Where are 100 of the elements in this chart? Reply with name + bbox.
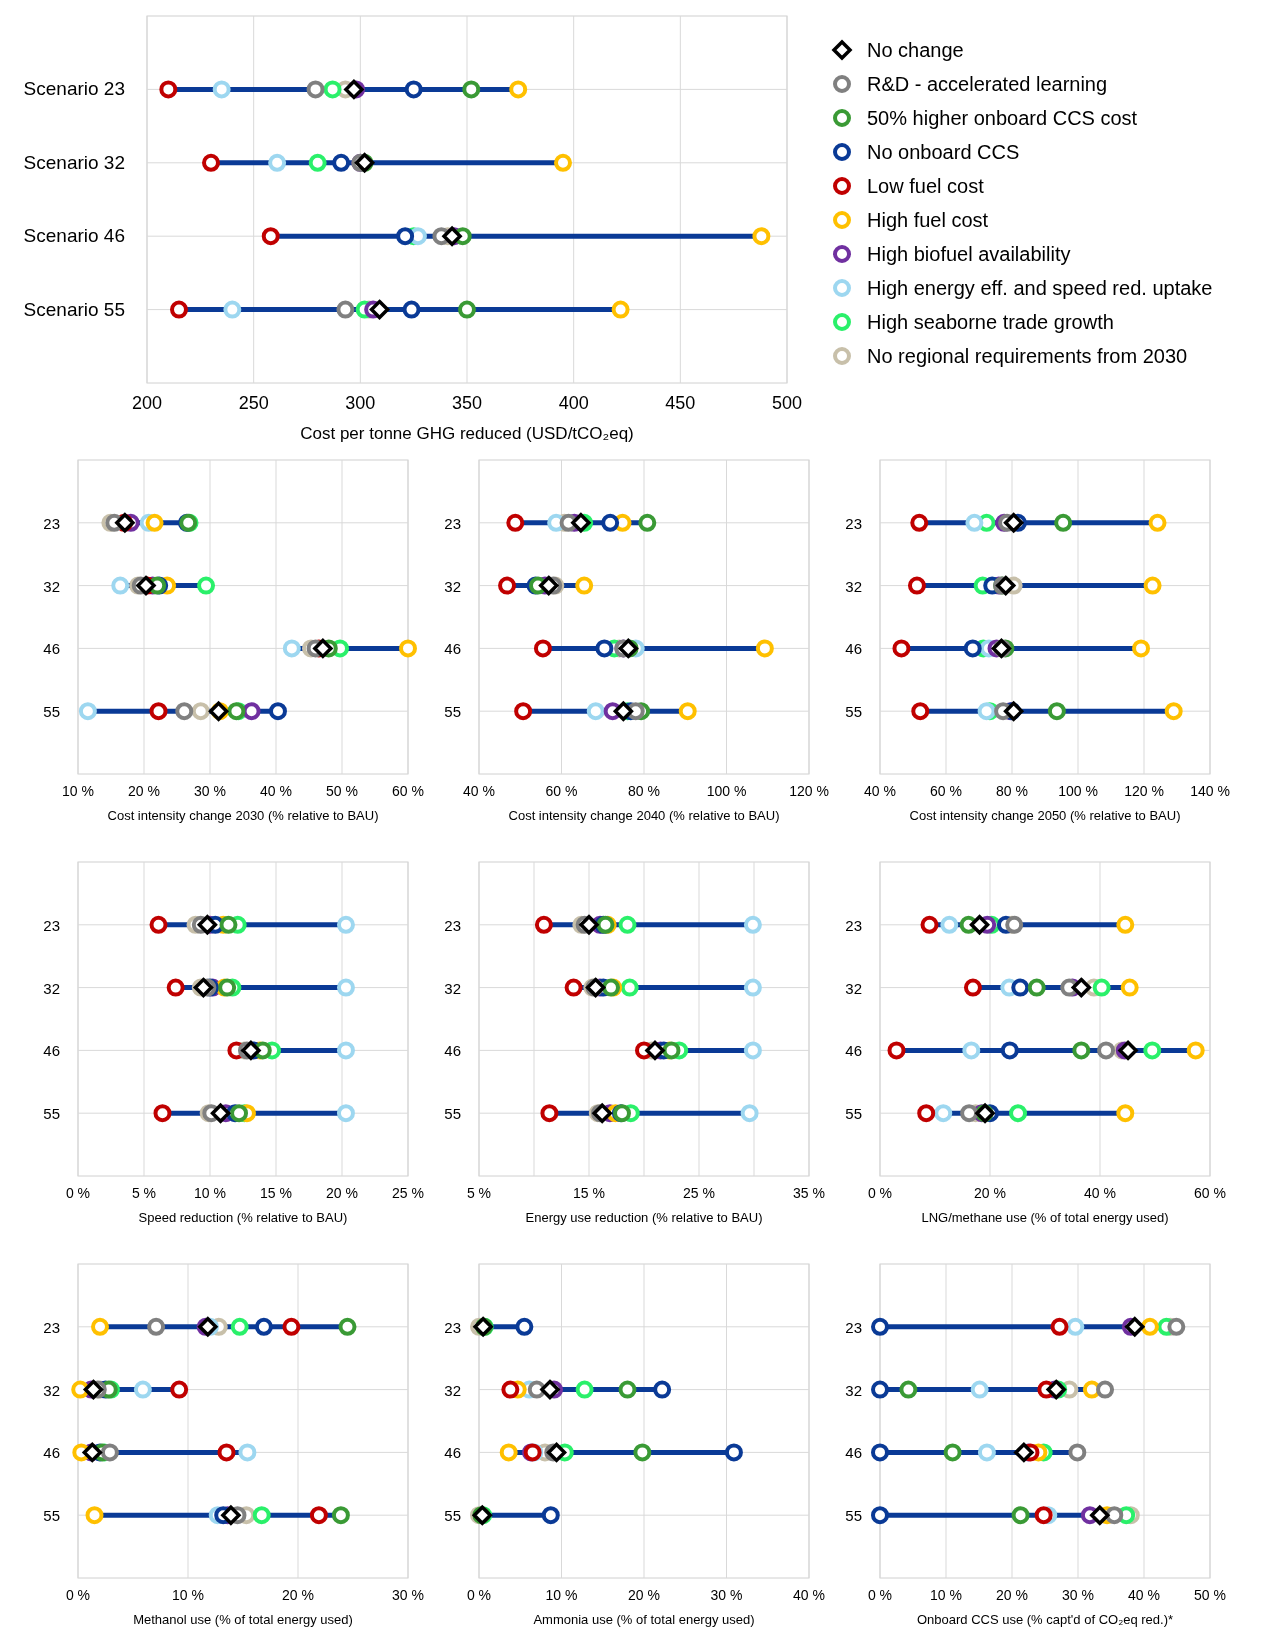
y-tick-label: 23 [43,1318,60,1336]
x-tick-label: 250 [238,393,269,413]
y-tick-label: 46 [845,1042,862,1060]
y-tick-label: 55 [43,703,60,721]
x-tick-label: 0 % [867,1185,893,1201]
x-tick-label: 25 % [683,1185,715,1201]
x-axis-title: Cost per tonne GHG reduced (USD/tCO₂eq) [300,424,634,443]
y-tick-label: 32 [43,979,60,997]
y-tick-label: 55 [444,1105,461,1123]
y-tick-label: 32 [845,979,862,997]
x-tick-label: 5 % [466,1185,492,1201]
x-tick-label: 100 % [1058,783,1098,799]
y-tick-label: Scenario 32 [23,151,125,173]
x-axis-title: Methanol use (% of total energy used) [133,1612,353,1627]
y-tick-label: 32 [444,577,461,595]
x-tick-label: 200 [131,393,163,413]
legend-label: No regional requirements from 2030 [867,345,1188,367]
y-tick-label: 32 [444,979,461,997]
x-tick-label: 450 [665,393,696,413]
x-tick-label: 20 % [326,1185,358,1201]
legend-label: 50% higher onboard CCS cost [867,107,1138,129]
x-axis-title: Cost intensity change 2030 (% relative to BAU) [107,808,379,823]
x-axis-title: Cost intensity change 2040 (% relative to BAU) [508,808,780,823]
x-tick-label: 50 % [1194,1587,1226,1603]
y-tick-label: 55 [43,1507,60,1525]
x-tick-label: 120 % [789,783,829,799]
x-axis-title: Speed reduction (% relative to BAU) [138,1210,348,1225]
y-tick-label: 55 [845,703,862,721]
x-tick-label: 20 % [996,1587,1028,1603]
y-tick-label: Scenario 46 [23,225,125,247]
x-tick-label: 10 % [194,1185,226,1201]
y-tick-label: 23 [444,1318,461,1336]
legend-label: No onboard CCS [867,141,1020,163]
y-tick-label: 46 [444,640,461,658]
legend-label: High seaborne trade growth [867,311,1114,333]
y-tick-label: 55 [444,1507,461,1525]
x-tick-label: 40 % [1128,1587,1160,1603]
y-tick-label: 23 [43,916,60,934]
x-tick-label: 50 % [326,783,358,799]
y-tick-label: 32 [845,577,862,595]
x-tick-label: 10 % [62,783,94,799]
x-tick-label: 20 % [628,1587,660,1603]
x-tick-label: 10 % [930,1587,962,1603]
x-tick-label: 40 % [1084,1185,1116,1201]
y-tick-label: 23 [845,514,862,532]
y-tick-label: 46 [444,1444,461,1462]
y-tick-label: 46 [43,1444,60,1462]
y-tick-label: 23 [444,514,461,532]
x-tick-label: 0 % [65,1185,91,1201]
x-tick-label: 300 [345,393,376,413]
x-tick-label: 40 % [463,783,495,799]
x-tick-label: 30 % [392,1587,424,1603]
x-tick-label: 0 % [466,1587,492,1603]
x-tick-label: 80 % [996,783,1028,799]
y-tick-label: 32 [845,1381,862,1399]
y-tick-label: Scenario 23 [23,78,125,100]
x-tick-label: 60 % [545,783,578,799]
x-tick-label: 10 % [172,1587,204,1603]
x-axis-title: Ammonia use (% of total energy used) [533,1612,755,1627]
x-axis-title: Onboard CCS use (% capt'd of CO₂eq red.)* [916,1612,1174,1627]
x-tick-label: 350 [451,393,483,413]
x-tick-label: 400 [558,393,589,413]
x-tick-label: 80 % [628,783,660,799]
legend-label: High energy eff. and speed red. uptake [867,277,1213,299]
x-axis-title: Cost intensity change 2050 (% relative to BAU) [909,808,1181,823]
legend-label: High biofuel availability [867,243,1071,265]
y-tick-label: 46 [444,1042,461,1060]
y-tick-label: 32 [444,1381,461,1399]
y-tick-label: 23 [845,1318,862,1336]
legend-label: No change [867,39,964,61]
x-tick-label: 60 % [1194,1185,1226,1201]
y-tick-label: 46 [845,640,862,658]
legend-label: High fuel cost [867,209,989,231]
legend-label: Low fuel cost [867,175,985,197]
y-tick-label: 55 [43,1105,60,1123]
x-tick-label: 120 % [1124,783,1164,799]
x-tick-label: 25 % [392,1185,424,1201]
x-tick-label: 30 % [194,783,226,799]
x-tick-label: 60 % [392,783,424,799]
x-tick-label: 15 % [573,1185,605,1201]
y-tick-label: 55 [845,1507,862,1525]
y-tick-label: 46 [43,1042,60,1060]
x-tick-label: 20 % [974,1185,1006,1201]
y-tick-label: 55 [845,1105,862,1123]
y-tick-label: 32 [43,577,60,595]
x-axis-title: LNG/methane use (% of total energy used) [921,1210,1169,1225]
x-tick-label: 35 % [793,1185,825,1201]
y-tick-label: 23 [444,916,461,934]
x-tick-label: 10 % [545,1587,578,1603]
x-tick-label: 30 % [710,1587,743,1603]
x-tick-label: 20 % [282,1587,314,1603]
y-tick-label: 32 [43,1381,60,1399]
y-tick-label: 46 [845,1444,862,1462]
x-tick-label: 0 % [867,1587,893,1603]
y-tick-label: 46 [43,640,60,658]
x-tick-label: 40 % [260,783,292,799]
y-tick-label: 55 [444,703,461,721]
x-tick-label: 30 % [1062,1587,1094,1603]
x-tick-label: 40 % [864,783,896,799]
x-tick-label: 40 % [793,1587,825,1603]
